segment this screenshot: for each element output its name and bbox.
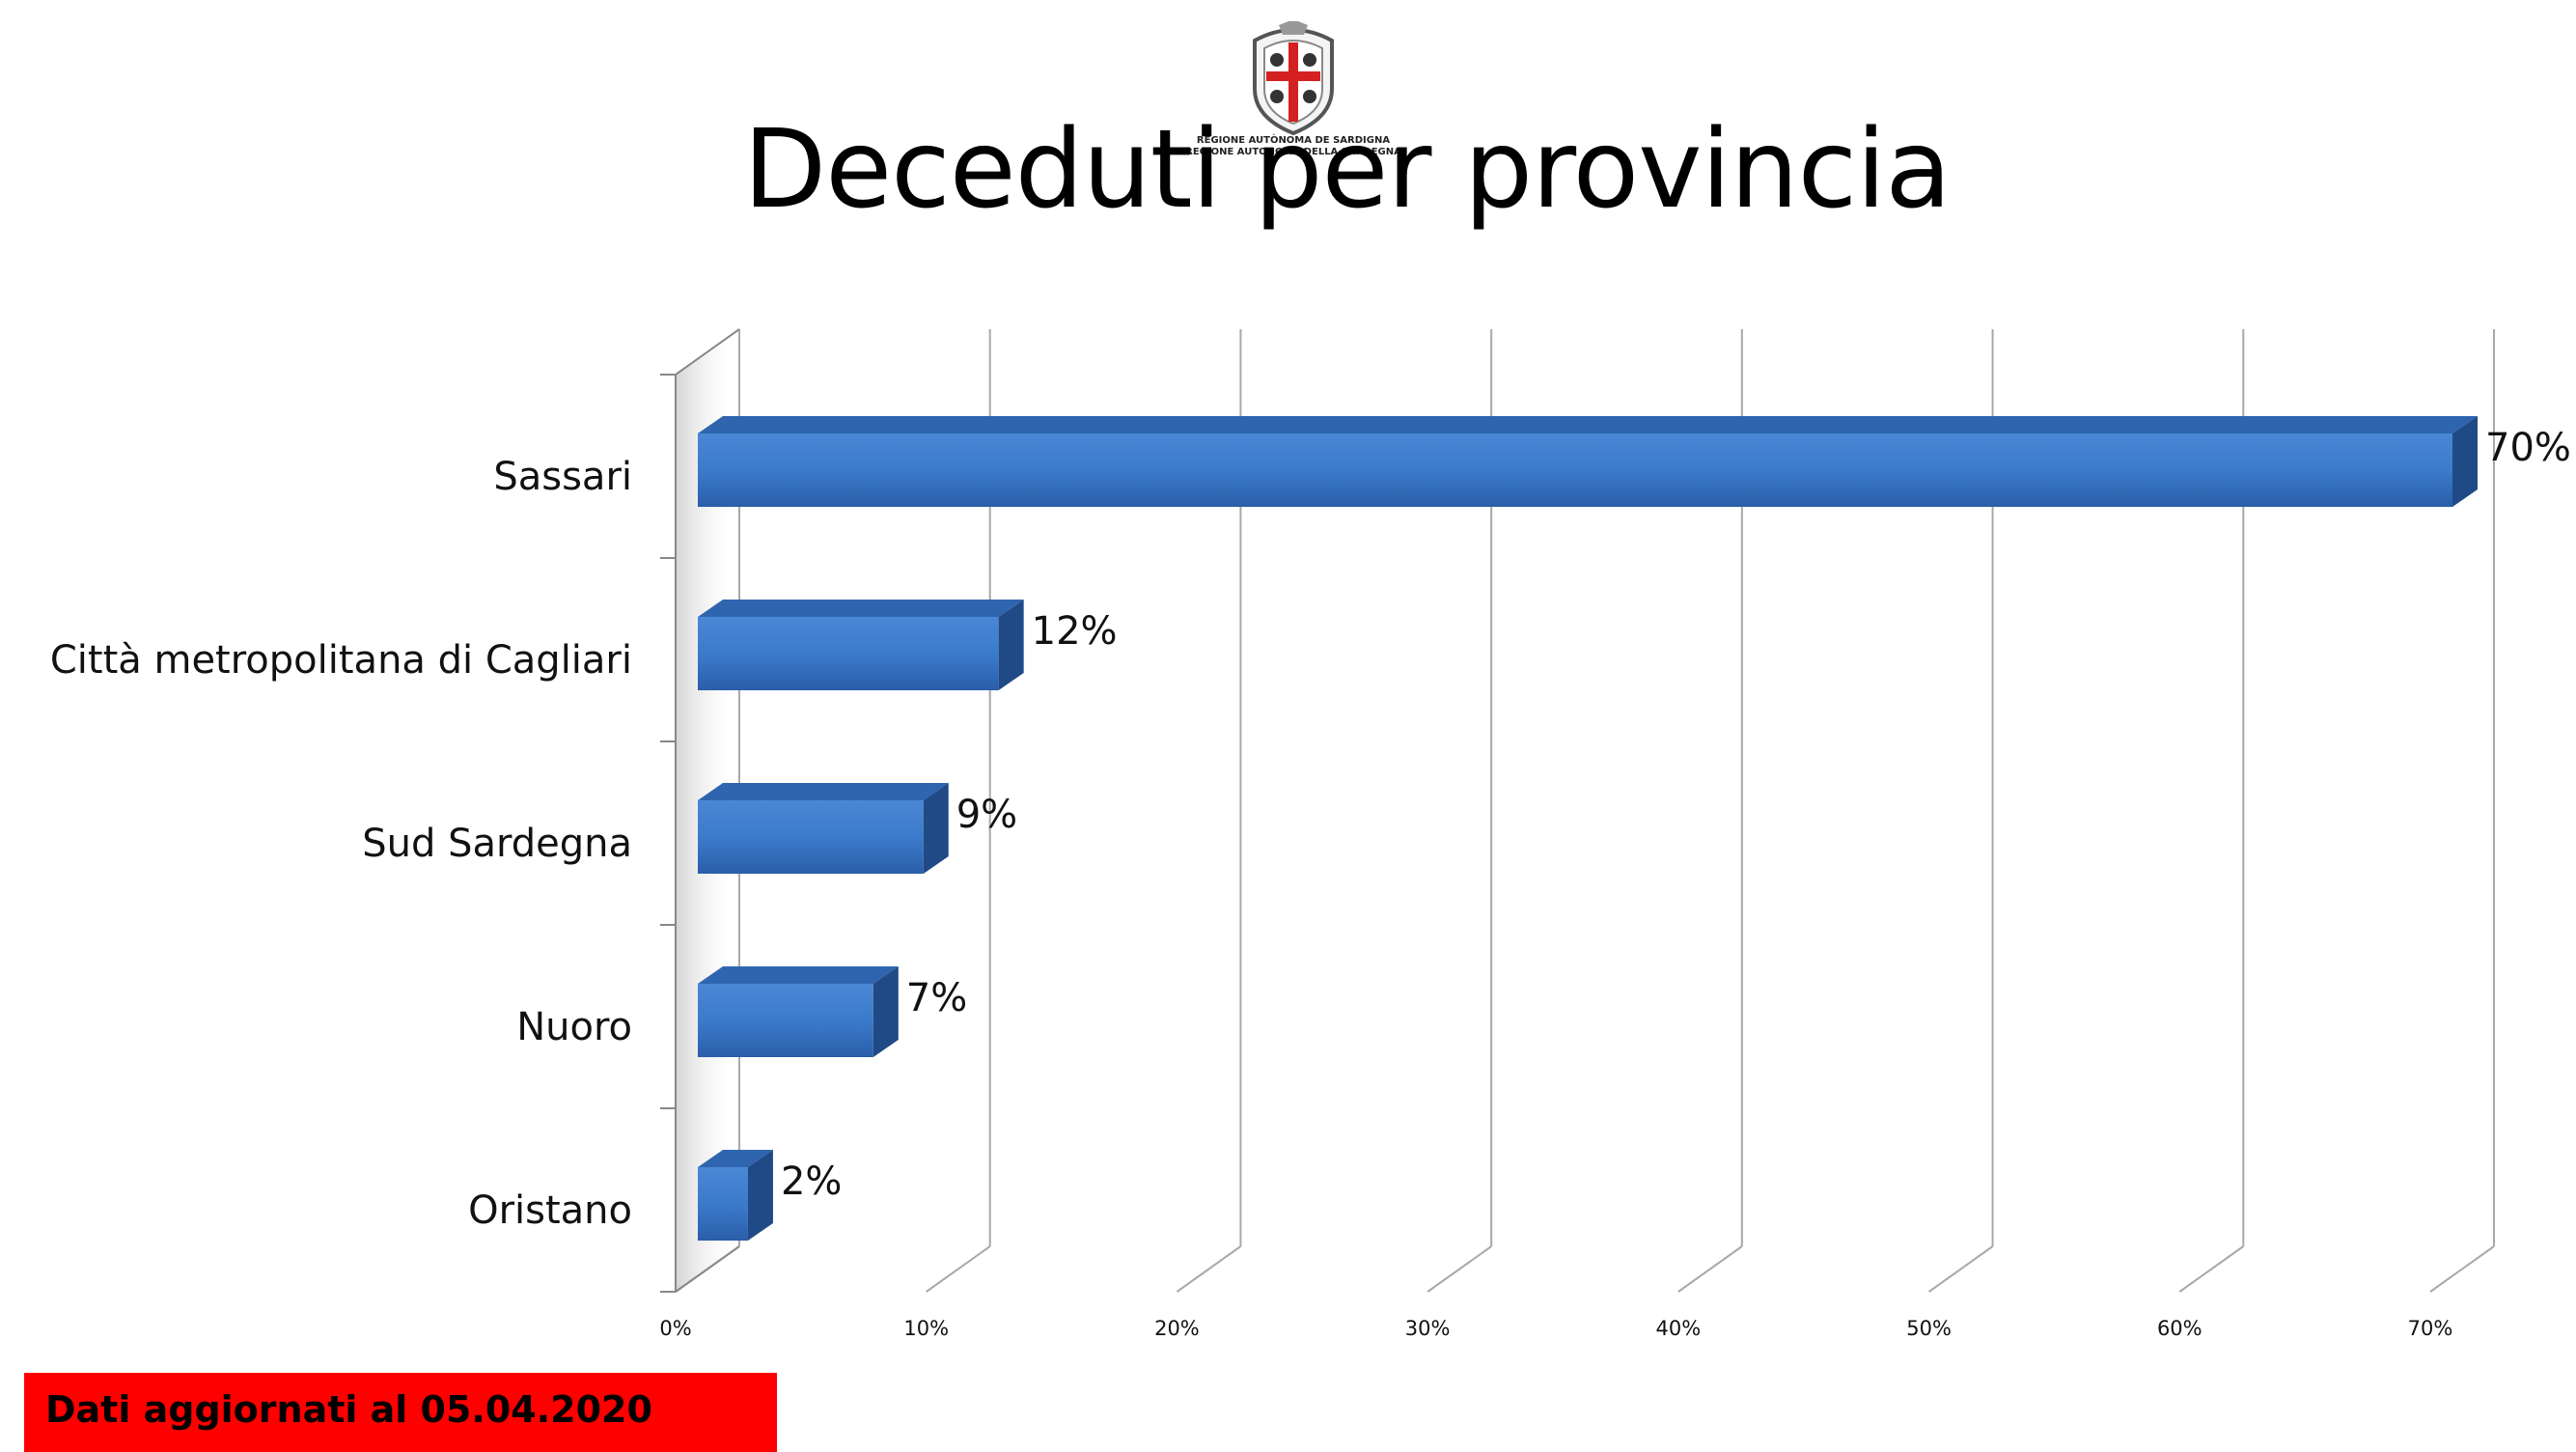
bar-group: [698, 416, 2478, 507]
bar-side: [998, 600, 1024, 690]
x-tick-label: 10%: [903, 1317, 949, 1340]
gridline-floor: [2178, 1245, 2244, 1293]
bar: [698, 1167, 748, 1241]
x-tick-label: 70%: [2408, 1317, 2453, 1340]
bar-group: [698, 783, 949, 874]
page-title: Deceduti per provincia: [743, 107, 1952, 233]
category-label: Sud Sardegna: [362, 822, 632, 866]
x-axis-left-edge: [675, 1245, 740, 1293]
update-date-badge: Dati aggiornati al 05.04.2020: [24, 1373, 777, 1452]
value-label: 12%: [1032, 609, 1118, 654]
x-tick-label: 0%: [659, 1317, 691, 1340]
value-label: 2%: [781, 1159, 842, 1204]
category-label: Città metropolitana di Cagliari: [50, 638, 632, 683]
bar-group: [698, 966, 899, 1057]
x-tick-label: 50%: [1906, 1317, 1952, 1340]
category-label: Nuoro: [516, 1005, 632, 1049]
logo-text-line-2: REGIONE AUTONOMA DELLA SARDEGNA: [1185, 147, 1401, 157]
bar: [698, 800, 924, 874]
gridline-floor: [1927, 1245, 1994, 1293]
bar: [698, 984, 873, 1057]
gridline-floor: [1677, 1245, 1743, 1293]
bar: [698, 433, 2452, 507]
gridline-floor: [926, 1245, 991, 1293]
update-date-label: Dati aggiornati al 05.04.2020: [45, 1388, 652, 1431]
x-tick-label: 30%: [1405, 1317, 1451, 1340]
coat-of-arms-icon: [1253, 21, 1334, 135]
bar-top: [698, 783, 949, 800]
bar-side: [747, 1150, 773, 1241]
bar-top: [698, 966, 899, 984]
bar-top: [698, 416, 2478, 433]
gridline-floor: [1426, 1245, 1492, 1293]
bar-top: [698, 600, 1024, 617]
bar-group: [698, 1150, 773, 1241]
gridline-floor: [2429, 1245, 2495, 1293]
x-tick-label: 20%: [1154, 1317, 1200, 1340]
value-label: 7%: [906, 976, 967, 1020]
x-tick-label: 60%: [2157, 1317, 2202, 1340]
logo-text-line-1: REGIONE AUTÒNOMA DE SARDIGNA: [1196, 135, 1391, 146]
bar-top: [698, 1150, 773, 1167]
region-logo: REGIONE AUTÒNOMA DE SARDIGNA REGIONE AUT…: [1153, 21, 1433, 185]
bar: [698, 617, 999, 690]
bar-group: [698, 600, 1024, 690]
gridline-floor: [1176, 1245, 1242, 1293]
category-label: Oristano: [468, 1188, 632, 1233]
bar-side: [2452, 416, 2478, 507]
bar-chart: 0% 10% 20% 30% 40% 50% 60% 70% 70% Sassari 12% Citt…: [50, 328, 2571, 1340]
category-label: Sassari: [493, 455, 632, 499]
bar-side: [873, 966, 899, 1057]
bar-side: [923, 783, 949, 874]
value-label: 70%: [2485, 426, 2571, 470]
x-tick-label: 40%: [1656, 1317, 1702, 1340]
y-axis-top-edge: [675, 328, 740, 376]
value-label: 9%: [956, 793, 1017, 837]
